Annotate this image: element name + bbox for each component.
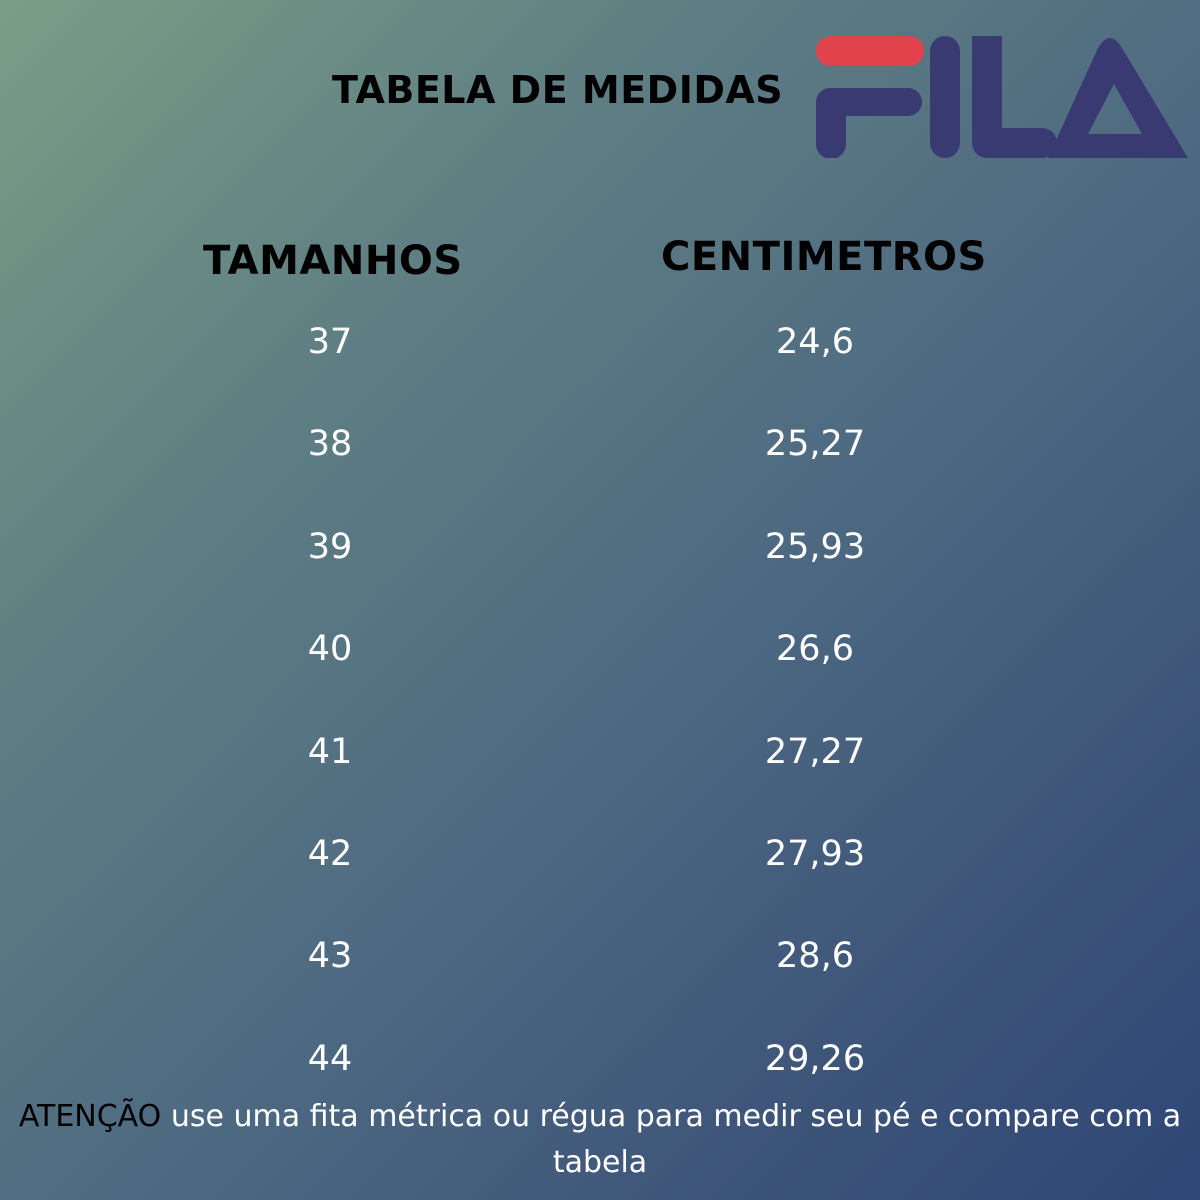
table-row: 44 29,26 <box>0 1033 1200 1135</box>
table-row: 37 24,6 <box>0 316 1200 418</box>
fila-logo-a <box>1048 38 1188 158</box>
size-cell: 37 <box>307 322 353 362</box>
fila-logo <box>816 36 1188 158</box>
centimeter-cell: 27,27 <box>764 731 866 772</box>
fila-logo-f-stem <box>816 88 922 158</box>
centimeter-cell: 25,93 <box>764 526 866 567</box>
table-row: 42 27,93 <box>0 828 1200 930</box>
page-title: TABELA DE MEDIDAS <box>332 68 784 112</box>
table-row: 38 25,27 <box>0 418 1200 520</box>
centimeter-cell: 27,93 <box>764 833 866 874</box>
table-row: 40 26,6 <box>0 623 1200 725</box>
fila-logo-i <box>930 36 960 158</box>
centimeter-cell: 24,6 <box>776 322 854 362</box>
measurement-notice: ATENÇÃO use uma fita métrica ou régua pa… <box>0 1094 1200 1186</box>
table-row: 41 27,27 <box>0 726 1200 828</box>
centimeter-cell: 26,6 <box>776 629 854 670</box>
fila-logo-l <box>972 36 1057 158</box>
centimeter-cell: 28,6 <box>776 936 854 977</box>
size-cell: 38 <box>307 424 353 465</box>
centimeter-cell: 25,27 <box>764 424 866 465</box>
notice-text: use uma fita métrica ou régua para medir… <box>161 1099 1182 1180</box>
size-cell: 40 <box>307 629 353 670</box>
table-row: 39 25,93 <box>0 521 1200 623</box>
size-cell: 42 <box>307 833 353 874</box>
size-cell: 43 <box>307 936 353 977</box>
fila-logo-f-top-bar <box>816 36 924 66</box>
size-cell: 41 <box>307 731 353 772</box>
column-header-centimeters: CENTIMETROS <box>661 234 987 280</box>
column-header-sizes: TAMANHOS <box>203 238 463 284</box>
size-cell: 39 <box>307 526 353 567</box>
centimeter-cell: 29,26 <box>764 1038 866 1079</box>
size-table: 37 24,6 38 25,27 39 25,93 40 26,6 41 27,… <box>0 316 1200 1135</box>
table-row: 43 28,6 <box>0 930 1200 1032</box>
size-cell: 44 <box>307 1038 353 1079</box>
notice-label: ATENÇÃO <box>18 1099 162 1134</box>
